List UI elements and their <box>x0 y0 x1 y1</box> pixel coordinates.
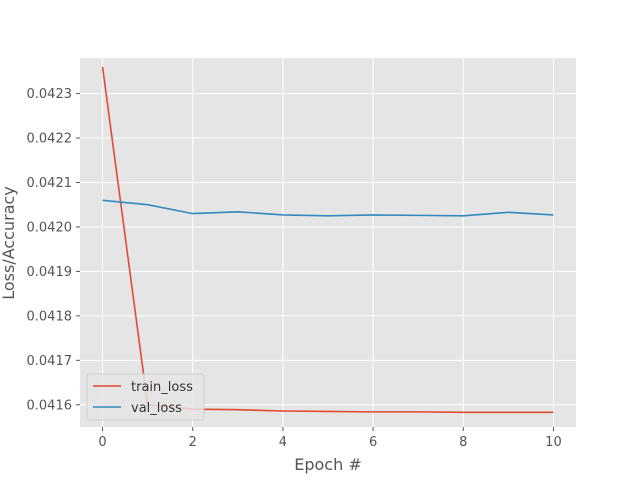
x-axis-label: Epoch # <box>294 455 361 474</box>
x-tick-label: 4 <box>279 435 287 450</box>
y-tick-label: 0.0418 <box>27 309 73 324</box>
y-tick-label: 0.0423 <box>27 87 73 102</box>
grid-lines <box>80 58 576 427</box>
y-ticks: 0.0416 0.0417 0.0418 0.0419 0.0420 0.0421 0.04… <box>27 87 80 413</box>
x-ticks: 0 2 4 6 8 10 <box>98 427 562 450</box>
y-tick-label: 0.0421 <box>27 176 73 191</box>
legend: train_loss val_loss <box>86 373 205 421</box>
plot-background <box>80 58 576 427</box>
y-tick-label: 0.0417 <box>27 354 73 369</box>
y-tick-label: 0.0419 <box>27 265 73 280</box>
y-tick-label: 0.0420 <box>27 220 73 235</box>
legend-label-train-loss: train_loss <box>131 380 193 395</box>
x-tick-label: 6 <box>369 435 377 450</box>
x-tick-label: 8 <box>459 435 467 450</box>
x-tick-label: 10 <box>545 435 562 450</box>
y-tick-label: 0.0422 <box>27 132 73 147</box>
y-axis-label: Loss/Accuracy <box>0 186 18 300</box>
y-tick-label: 0.0416 <box>27 398 73 413</box>
x-tick-label: 0 <box>98 435 106 450</box>
series-line-val-loss <box>102 199 554 217</box>
x-tick-label: 2 <box>189 435 197 450</box>
legend-label-val-loss: val_loss <box>131 401 182 416</box>
